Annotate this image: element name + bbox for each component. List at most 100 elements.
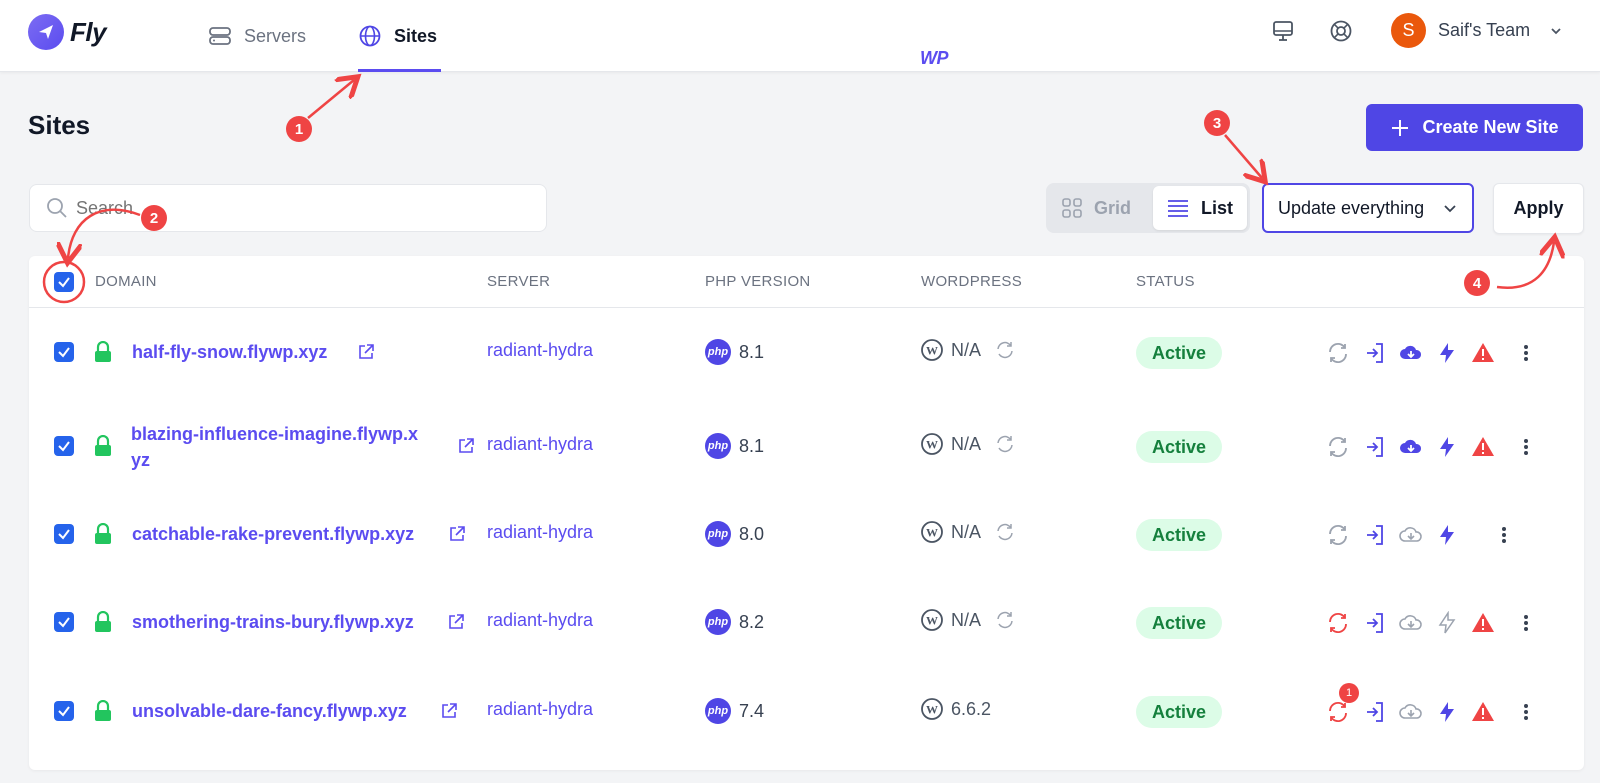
cloud-download-icon[interactable] <box>1398 340 1424 366</box>
sync-icon[interactable] <box>1325 340 1351 366</box>
wordpress-version-value: N/A <box>951 339 982 360</box>
nav-sites[interactable]: Sites <box>358 0 441 72</box>
lightning-icon[interactable] <box>1434 699 1460 725</box>
plus-icon <box>1392 119 1409 136</box>
grid-view-button[interactable]: Grid <box>1062 183 1131 233</box>
header-server[interactable]: SERVER <box>487 273 551 290</box>
external-link-icon[interactable] <box>448 525 466 543</box>
external-link-icon[interactable] <box>457 437 475 455</box>
warning-icon[interactable] <box>1470 699 1496 725</box>
top-navbar: Fly WP Servers Sites S Saif's Team <box>0 0 1600 72</box>
site-domain-link[interactable]: catchable-rake-prevent.flywp.xyz <box>132 524 415 544</box>
login-icon[interactable] <box>1362 610 1388 636</box>
login-icon[interactable] <box>1362 340 1388 366</box>
row-checkbox[interactable] <box>54 524 74 544</box>
bulk-action-select[interactable]: Update everything <box>1262 183 1474 233</box>
sync-icon[interactable] <box>1325 434 1351 460</box>
login-icon[interactable] <box>1362 699 1388 725</box>
sync-icon[interactable] <box>1325 610 1351 636</box>
php-version-value: 8.1 <box>739 341 765 362</box>
server-link[interactable]: radiant-hydra <box>487 522 594 542</box>
flywp-logo[interactable]: Fly WP <box>28 14 949 68</box>
search-input[interactable] <box>76 197 496 219</box>
header-php-version[interactable]: PHP VERSION <box>705 273 811 290</box>
sync-icon[interactable] <box>1325 699 1351 725</box>
cloud-download-icon[interactable] <box>1398 522 1424 548</box>
grid-view-label: Grid <box>1094 197 1132 218</box>
row-checkbox[interactable] <box>54 436 74 456</box>
annotation-step-1: 1 <box>286 116 312 142</box>
warning-icon[interactable] <box>1470 434 1496 460</box>
nav-servers[interactable]: Servers <box>208 0 306 72</box>
cloud-download-icon[interactable] <box>1398 610 1424 636</box>
external-link-icon[interactable] <box>440 702 458 720</box>
more-actions-icon[interactable] <box>1499 523 1509 547</box>
svg-text:W: W <box>926 614 938 628</box>
more-actions-icon[interactable] <box>1521 700 1531 724</box>
php-version-value: 8.2 <box>739 611 765 632</box>
php-version: php 8.1 <box>705 433 764 459</box>
server-link[interactable]: radiant-hydra <box>487 434 594 454</box>
list-view-label: List <box>1200 197 1233 218</box>
table-row: smothering-trains-bury.flywp.xyz radiant… <box>29 582 1584 670</box>
login-icon[interactable] <box>1362 522 1388 548</box>
cloud-download-icon[interactable] <box>1398 434 1424 460</box>
chevron-down-icon <box>1551 27 1561 34</box>
cloud-download-icon[interactable] <box>1398 699 1424 725</box>
site-domain-link[interactable]: smothering-trains-bury.flywp.xyz <box>132 612 414 632</box>
header-status[interactable]: STATUS <box>1136 273 1195 290</box>
server-link[interactable]: radiant-hydra <box>487 699 594 719</box>
refresh-icon[interactable] <box>995 610 1015 630</box>
php-version-value: 8.1 <box>739 435 765 456</box>
server-link[interactable]: radiant-hydra <box>487 340 594 360</box>
site-domain-link[interactable]: unsolvable-dare-fancy.flywp.xyz <box>132 701 407 721</box>
lightning-icon[interactable] <box>1434 434 1460 460</box>
lightning-icon[interactable] <box>1434 522 1460 548</box>
select-all-checkbox[interactable] <box>54 272 74 292</box>
login-icon[interactable] <box>1362 434 1388 460</box>
more-actions-icon[interactable] <box>1521 341 1531 365</box>
refresh-icon[interactable] <box>995 434 1015 454</box>
search-box <box>29 184 547 232</box>
check-icon <box>58 706 70 717</box>
external-link-icon[interactable] <box>357 343 375 361</box>
check-icon <box>58 529 70 540</box>
annotation-step-4: 4 <box>1464 270 1490 296</box>
warning-icon[interactable] <box>1470 610 1496 636</box>
lightning-icon[interactable] <box>1434 610 1460 636</box>
server-link[interactable]: radiant-hydra <box>487 610 594 630</box>
row-checkbox[interactable] <box>54 342 74 362</box>
table-row: unsolvable-dare-fancy.flywp.xyz radiant-… <box>29 670 1584 760</box>
row-checkbox[interactable] <box>54 612 74 632</box>
more-actions-icon[interactable] <box>1521 611 1531 635</box>
refresh-icon[interactable] <box>995 522 1015 542</box>
lightning-icon[interactable] <box>1434 340 1460 366</box>
wordpress-version-value: N/A <box>951 521 982 542</box>
status-badge: Active <box>1136 607 1222 639</box>
more-actions-icon[interactable] <box>1521 435 1531 459</box>
avatar: S <box>1391 13 1426 48</box>
create-new-site-button[interactable]: Create New Site <box>1366 104 1583 151</box>
bulk-action-value: Update everything <box>1278 197 1425 218</box>
site-domain-link[interactable]: blazing-influence-imagine.flywp.x yz <box>131 424 419 470</box>
help-lifebuoy-icon[interactable] <box>1328 18 1354 44</box>
wordpress-version-value: N/A <box>951 609 982 630</box>
team-switcher[interactable]: S Saif's Team <box>1391 13 1564 48</box>
lock-icon <box>95 341 111 362</box>
page-title: Sites <box>28 110 91 140</box>
sync-icon[interactable] <box>1325 522 1351 548</box>
site-domain-link[interactable]: half-fly-snow.flywp.xyz <box>132 342 328 362</box>
row-checkbox[interactable] <box>54 701 74 721</box>
refresh-icon[interactable] <box>995 340 1015 360</box>
svg-text:W: W <box>926 526 938 540</box>
lock-icon <box>95 700 111 721</box>
header-wordpress[interactable]: WORDPRESS <box>921 273 1023 290</box>
header-domain[interactable]: DOMAIN <box>95 273 157 290</box>
list-view-button[interactable]: List <box>1153 186 1247 230</box>
external-link-icon[interactable] <box>447 613 465 631</box>
status-badge: Active <box>1136 337 1222 369</box>
apply-button[interactable]: Apply <box>1493 183 1584 234</box>
monitor-icon[interactable] <box>1270 18 1296 44</box>
php-version: php 8.0 <box>705 521 764 547</box>
warning-icon[interactable] <box>1470 340 1496 366</box>
